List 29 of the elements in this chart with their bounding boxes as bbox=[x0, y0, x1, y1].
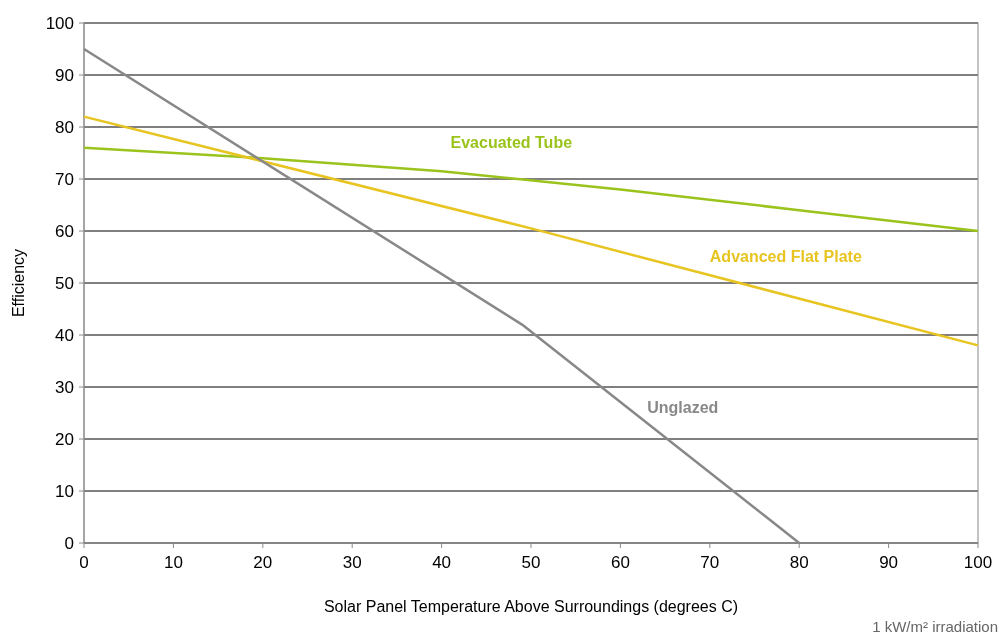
line-series bbox=[82, 146, 980, 233]
x-tick-label: 40 bbox=[432, 553, 452, 572]
y-tick-label: 50 bbox=[55, 273, 74, 293]
x-tick-label: 70 bbox=[700, 553, 720, 572]
y-tick-label: 80 bbox=[55, 117, 74, 137]
y-tick-label: 0 bbox=[64, 533, 74, 553]
x-tick-label: 30 bbox=[342, 553, 362, 572]
x-tick-label: 10 bbox=[163, 553, 183, 572]
y-tick-label: 10 bbox=[55, 481, 74, 501]
y-tick-label: 20 bbox=[55, 429, 74, 449]
x-tick-label: 60 bbox=[610, 553, 630, 572]
y-tick-label: 70 bbox=[55, 169, 74, 189]
x-tick-label: 50 bbox=[521, 553, 541, 572]
x-tick-label: 100 bbox=[963, 553, 993, 572]
y-tick-label: 40 bbox=[55, 325, 74, 345]
series-label: Unglazed bbox=[647, 399, 719, 416]
text: 1 kW/m² irradiation bbox=[872, 618, 998, 635]
series-label: Advanced Flat Plate bbox=[709, 248, 862, 266]
y-axis-title: Efficiency bbox=[10, 248, 27, 318]
x-tick-label: 80 bbox=[789, 553, 809, 572]
x-tick-label: 90 bbox=[879, 553, 899, 572]
x-axis-title: Solar Panel Temperature Above Surroundings (degrees C) bbox=[323, 598, 739, 615]
x-tick-label: 20 bbox=[253, 553, 273, 572]
series-label: Evacuated Tube bbox=[450, 133, 573, 151]
y-tick-label: 100 bbox=[45, 13, 74, 33]
y-tick-label: 30 bbox=[55, 377, 74, 397]
x-tick-label: 0 bbox=[79, 553, 89, 572]
y-tick-label: 90 bbox=[55, 65, 74, 85]
y-tick-label: 60 bbox=[55, 221, 74, 241]
